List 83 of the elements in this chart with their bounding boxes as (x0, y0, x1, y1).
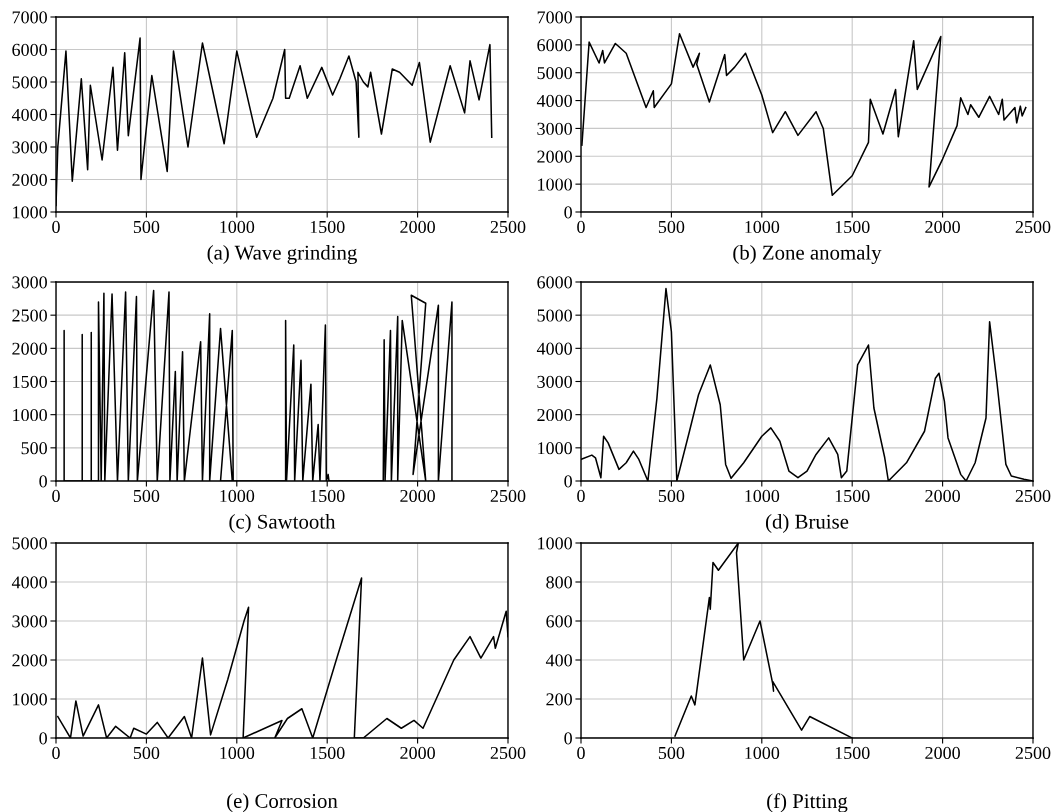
x-tick-label: 500 (658, 220, 685, 234)
x-tick-label: 1500 (835, 746, 870, 760)
x-tick-label: 2500 (490, 746, 526, 760)
x-tick-label: 2500 (1015, 489, 1051, 503)
y-tick-label: 3000 (537, 122, 572, 135)
x-tick-label: 2000 (400, 489, 435, 503)
y-tick-label: 0 (39, 475, 47, 488)
x-tick-label: 2500 (1015, 746, 1051, 760)
x-tick-label: 2500 (1015, 220, 1051, 234)
y-tick-label: 3000 (12, 141, 47, 154)
y-tick-label: 7000 (12, 11, 47, 24)
y-tick-label: 1000 (538, 442, 572, 455)
x-tick-label: 0 (52, 746, 60, 760)
x-tick-label: 500 (658, 746, 685, 760)
x-tick-label: 2000 (925, 746, 960, 760)
y-tick-label: 2000 (537, 150, 572, 163)
x-tick-label: 1000 (745, 220, 780, 234)
y-tick-label: 1000 (538, 178, 572, 191)
y-tick-label: 2000 (12, 173, 47, 186)
y-tick-label: 4000 (11, 576, 47, 589)
x-tick-label: 1500 (310, 220, 345, 234)
y-tick-label: 0 (564, 732, 572, 745)
y-tick-label: 2000 (12, 342, 47, 355)
y-tick-label: 2500 (12, 309, 47, 322)
y-tick-label: 5000 (12, 76, 47, 89)
y-tick-label: 5000 (537, 309, 572, 322)
x-tick-label: 1000 (220, 746, 255, 760)
x-tick-label: 1500 (310, 489, 345, 503)
x-tick-label: 2000 (925, 489, 960, 503)
y-tick-label: 1000 (13, 408, 47, 422)
x-tick-label: 0 (577, 489, 585, 503)
x-tick-label: 0 (52, 220, 60, 234)
x-tick-label: 0 (52, 489, 60, 503)
y-tick-label: 4000 (11, 108, 47, 121)
x-tick-label: 0 (577, 220, 585, 234)
y-tick-label: 5000 (537, 66, 572, 80)
x-axis-title: (c) Sawtooth (229, 514, 336, 533)
y-tick-label: 2000 (537, 408, 572, 422)
y-tick-label: 6000 (537, 276, 572, 289)
x-tick-label: 1500 (835, 220, 870, 234)
x-tick-label: 500 (658, 489, 685, 503)
x-tick-label: 1000 (745, 489, 780, 503)
y-tick-label: 0 (564, 475, 572, 488)
y-tick-label: 1500 (13, 375, 47, 388)
x-axis-title: (a) Wave grinding (207, 245, 357, 264)
x-tick-label: 2500 (490, 220, 526, 234)
y-tick-label: 2000 (12, 654, 47, 667)
x-tick-label: 1000 (220, 489, 255, 503)
y-tick-label: 3000 (12, 615, 47, 628)
x-tick-label: 2000 (400, 746, 435, 760)
x-tick-label: 1500 (310, 746, 345, 760)
y-tick-label: 1000 (538, 537, 572, 550)
x-tick-label: 0 (577, 746, 585, 760)
y-tick-label: 500 (21, 442, 47, 455)
x-tick-label: 500 (133, 746, 160, 760)
x-axis-title: (d) Bruise (765, 514, 849, 533)
y-tick-label: 3000 (12, 276, 47, 289)
x-tick-label: 500 (133, 220, 160, 234)
y-tick-label: 0 (564, 206, 572, 219)
x-axis-title: (f) Pitting (767, 793, 848, 812)
x-tick-label: 1000 (220, 220, 255, 234)
y-tick-label: 200 (546, 693, 572, 706)
x-tick-label: 2000 (925, 220, 960, 234)
x-axis-title: (e) Corrosion (227, 793, 338, 812)
x-axis-title: (b) Zone anomaly (733, 245, 882, 264)
y-tick-label: 6000 (537, 39, 572, 52)
y-tick-label: 0 (39, 732, 47, 745)
y-tick-label: 4000 (536, 342, 572, 355)
x-tick-label: 1000 (745, 746, 780, 760)
y-tick-label: 800 (546, 576, 572, 589)
y-tick-label: 1000 (13, 206, 47, 219)
x-tick-label: 500 (133, 489, 160, 503)
y-tick-label: 400 (545, 654, 572, 667)
y-tick-label: 3000 (537, 375, 572, 388)
y-tick-label: 600 (546, 615, 572, 628)
x-tick-label: 2000 (400, 220, 435, 234)
y-tick-label: 5000 (12, 537, 47, 550)
y-tick-label: 4000 (536, 94, 572, 108)
y-tick-label: 1000 (13, 693, 47, 706)
y-tick-label: 6000 (12, 43, 47, 56)
x-tick-label: 1500 (835, 489, 870, 503)
x-tick-label: 2500 (490, 489, 526, 503)
y-tick-label: 7000 (537, 11, 572, 24)
